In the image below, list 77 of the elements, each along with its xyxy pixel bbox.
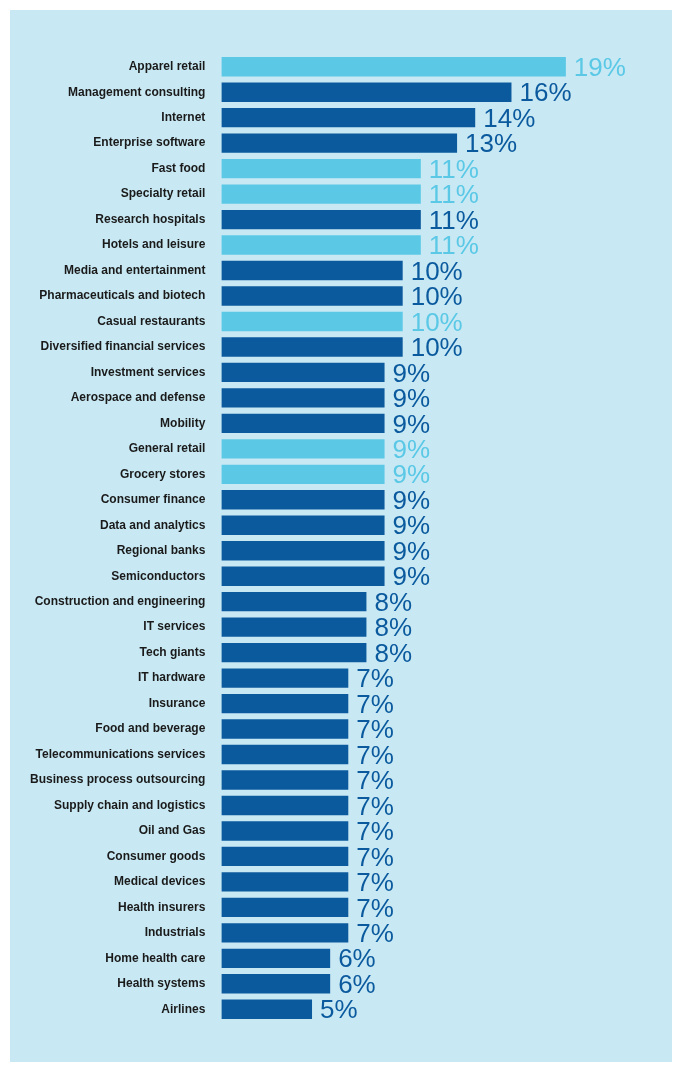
data-label: 19% — [573, 51, 626, 82]
y-tick-label: Health insurers — [118, 899, 206, 914]
bar — [221, 260, 403, 281]
bar — [221, 592, 367, 612]
y-tick-label: Food and beverage — [95, 721, 206, 736]
y-tick-label: Management consulting — [68, 84, 206, 99]
y-tick-label: Semiconductors — [111, 568, 206, 583]
y-tick-label: Enterprise software — [93, 135, 206, 150]
y-tick-label: Fast food — [151, 160, 206, 175]
bar — [221, 337, 403, 357]
bar — [221, 108, 476, 128]
y-tick-label: Airlines — [161, 1001, 206, 1016]
bar — [221, 388, 385, 408]
bar — [221, 235, 421, 255]
y-tick-label: Supply chain and logistics — [54, 797, 206, 812]
y-tick-label: Hotels and leisure — [102, 237, 206, 252]
bar — [221, 209, 421, 230]
y-tick-label: Medical devices — [113, 874, 206, 889]
y-tick-label: Regional banks — [116, 543, 206, 558]
y-tick-label: Health systems — [117, 976, 206, 991]
y-tick-label: Casual restaurants — [97, 313, 206, 328]
bar — [221, 541, 385, 561]
bar — [221, 133, 458, 153]
y-tick-label: Pharmaceuticals and biotech — [39, 288, 206, 303]
y-tick-label: Construction and engineering — [34, 594, 206, 608]
bar — [221, 362, 385, 383]
y-tick-label: Diversified financial services — [40, 339, 206, 354]
y-tick-label: Media and entertainment — [64, 262, 206, 277]
y-tick-label: Research hospitals — [95, 211, 206, 226]
bar — [221, 846, 349, 867]
y-tick-label: Aerospace and defense — [70, 390, 206, 405]
bar — [221, 439, 385, 459]
y-tick-label: Insurance — [148, 695, 206, 710]
y-tick-label: Telecommunications services — [35, 746, 206, 761]
bar — [221, 490, 385, 510]
bar — [221, 770, 349, 790]
bar — [221, 642, 367, 663]
bar — [221, 184, 421, 204]
bar — [221, 515, 385, 535]
y-tick-label: Mobility — [160, 415, 206, 430]
bar — [221, 286, 403, 306]
y-tick-label: Home health care — [105, 950, 206, 965]
bar — [221, 974, 331, 994]
y-tick-label: Oil and Gas — [138, 823, 206, 838]
bar — [221, 82, 512, 102]
y-tick-label: Investment services — [90, 364, 206, 379]
y-tick-label: Apparel retail — [128, 59, 206, 74]
bar — [221, 617, 367, 637]
bar — [221, 795, 349, 816]
bar — [221, 999, 313, 1019]
bar — [221, 821, 349, 841]
bar — [221, 719, 349, 739]
bar — [221, 693, 349, 714]
bar — [221, 158, 421, 179]
y-tick-label: Specialty retail — [120, 186, 206, 201]
y-tick-label: General retail — [128, 441, 206, 456]
bar — [221, 872, 349, 892]
bar — [221, 566, 385, 586]
bar — [221, 948, 331, 968]
y-tick-label: Grocery stores — [119, 466, 206, 481]
y-tick-label: Consumer goods — [106, 848, 206, 863]
y-tick-label: IT services — [143, 619, 206, 634]
bar — [221, 464, 385, 484]
bar — [221, 311, 403, 332]
bar — [221, 897, 349, 918]
bar — [221, 57, 566, 77]
y-tick-label: Data and analytics — [100, 517, 206, 532]
bar — [221, 413, 385, 434]
y-tick-label: Industrials — [144, 925, 206, 940]
y-tick-label: Business process outsourcing — [29, 772, 206, 787]
y-tick-label: Internet — [161, 110, 206, 124]
bar — [221, 744, 349, 765]
bar — [221, 668, 349, 688]
bar — [221, 923, 349, 943]
y-tick-label: IT hardware — [138, 670, 206, 685]
y-tick-label: Tech giants — [139, 644, 206, 659]
y-tick-label: Consumer finance — [100, 492, 206, 507]
